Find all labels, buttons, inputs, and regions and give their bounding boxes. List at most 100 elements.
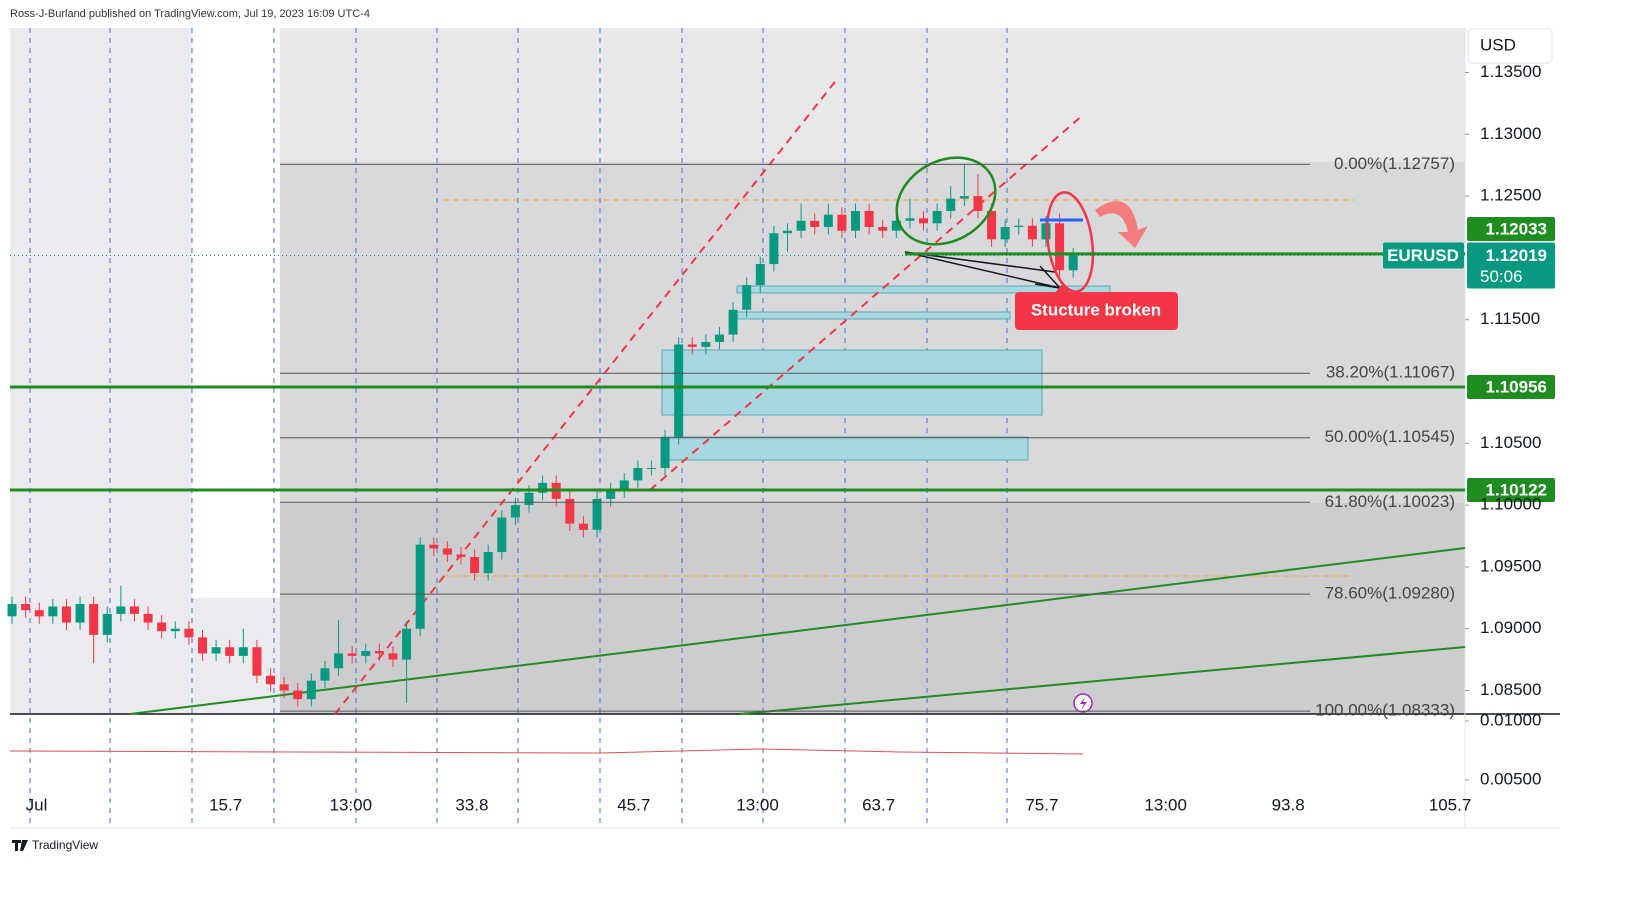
candle-body (823, 214, 833, 228)
fib-label: 78.60%(1.09280) (1325, 584, 1455, 603)
y-tick-label: 1.13500 (1480, 62, 1541, 81)
highlight-ellipse (895, 156, 997, 246)
candle-body (483, 552, 493, 574)
candle-body (184, 628, 194, 638)
candle-body (21, 603, 31, 611)
y-tick-label: 0.01000 (1480, 711, 1541, 730)
countdown: 50:06 (1480, 267, 1523, 286)
candle-body (429, 544, 439, 549)
candle-body (48, 606, 58, 617)
y-tick-label: 1.09000 (1480, 618, 1541, 637)
trend-line (649, 114, 1084, 491)
zone-box (736, 311, 1011, 320)
last-price-label: 1.12019 (1486, 246, 1547, 265)
candle-body (837, 214, 847, 231)
candle-body (402, 628, 412, 660)
bg-gap (192, 28, 280, 598)
candle-body (578, 523, 588, 530)
price-tag-label: 1.10956 (1486, 377, 1547, 396)
trend-line (739, 646, 1466, 715)
candle-body (75, 603, 85, 623)
currency-box (1467, 28, 1553, 64)
x-tick-label: 33.8 (455, 795, 488, 814)
candle-body (374, 650, 384, 654)
candle-body (851, 210, 861, 231)
candle-body (728, 309, 738, 335)
y-tick-label: 1.13000 (1480, 124, 1541, 143)
candle-body (1068, 255, 1078, 271)
candle-body (211, 647, 221, 654)
candle-body (565, 498, 575, 524)
candle-body (293, 690, 303, 700)
candle-body (524, 492, 534, 506)
candle-body (347, 653, 357, 656)
bg-fib-zone-low (280, 503, 1465, 714)
session-lines (29, 28, 1008, 828)
highlight-ellipse (1045, 191, 1095, 293)
symbol-label: EURUSD (1387, 246, 1459, 265)
candle-body (1055, 223, 1065, 271)
candle-body (674, 344, 684, 438)
candle-body (538, 482, 548, 493)
bg-left (10, 28, 192, 714)
candle-body (225, 647, 235, 656)
y-tick-label: 1.09500 (1480, 556, 1541, 575)
candle-body (361, 650, 371, 656)
candle-body (470, 557, 480, 574)
candle-body (606, 490, 616, 499)
candle-body (1014, 225, 1024, 228)
event-icon (1080, 697, 1087, 710)
x-tick-label: 63.7 (862, 795, 895, 814)
price-tag (1467, 374, 1555, 399)
publish-info: Ross-J-Burland published on TradingView.… (10, 8, 370, 20)
candle-body (497, 517, 507, 553)
candle-body (306, 680, 316, 700)
fib-label: 0.00%(1.12757) (1334, 154, 1455, 173)
candle-body (7, 603, 17, 617)
trend-line (129, 547, 1466, 715)
x-tick-label: 75.7 (1025, 795, 1058, 814)
x-tick-label: 13:00 (1144, 795, 1187, 814)
candle-body (456, 554, 466, 558)
y-tick-label: 1.10000 (1480, 495, 1541, 514)
footer-brand: TradingView (32, 838, 98, 852)
y-tick-label: 1.08500 (1480, 680, 1541, 699)
candle-body (742, 285, 752, 310)
y-tick-label: 0.00500 (1480, 769, 1541, 788)
candle-body (34, 610, 44, 617)
candle-body (701, 341, 711, 347)
candle-body (646, 468, 656, 470)
candle-body (116, 606, 126, 614)
x-tick-label: 93.8 (1272, 795, 1305, 814)
candle-body (510, 505, 520, 518)
annotation-pointer (1055, 283, 1070, 293)
candle-body (129, 606, 139, 614)
candle-body (143, 613, 153, 623)
fib-label: 50.00%(1.10545) (1325, 427, 1455, 446)
candle-body (878, 227, 888, 231)
candle-body (932, 210, 942, 224)
candle-body (660, 437, 670, 469)
x-tick-label: 15.7 (209, 795, 242, 814)
fib-label: 100.00%(1.08333) (1315, 701, 1455, 720)
candle-body (905, 218, 915, 221)
indicator-line (9, 748, 1084, 755)
zone-box (736, 285, 1111, 294)
arrow (904, 251, 1061, 289)
x-tick-label: 105.7 (1429, 795, 1472, 814)
zone-box (661, 349, 1043, 416)
x-tick-label: 13:00 (736, 795, 779, 814)
bg-top (280, 28, 1465, 162)
candle-body (89, 603, 99, 635)
candle-body (238, 647, 248, 656)
price-tag-label: 1.10122 (1486, 481, 1547, 500)
candle-body (320, 668, 330, 681)
candle-body (170, 628, 180, 632)
price-tag (1467, 217, 1555, 241)
candle-body (334, 653, 344, 669)
candle-body (252, 647, 262, 676)
candle-body (810, 220, 820, 228)
candle-body (1000, 227, 1010, 240)
candle-body (266, 675, 276, 685)
